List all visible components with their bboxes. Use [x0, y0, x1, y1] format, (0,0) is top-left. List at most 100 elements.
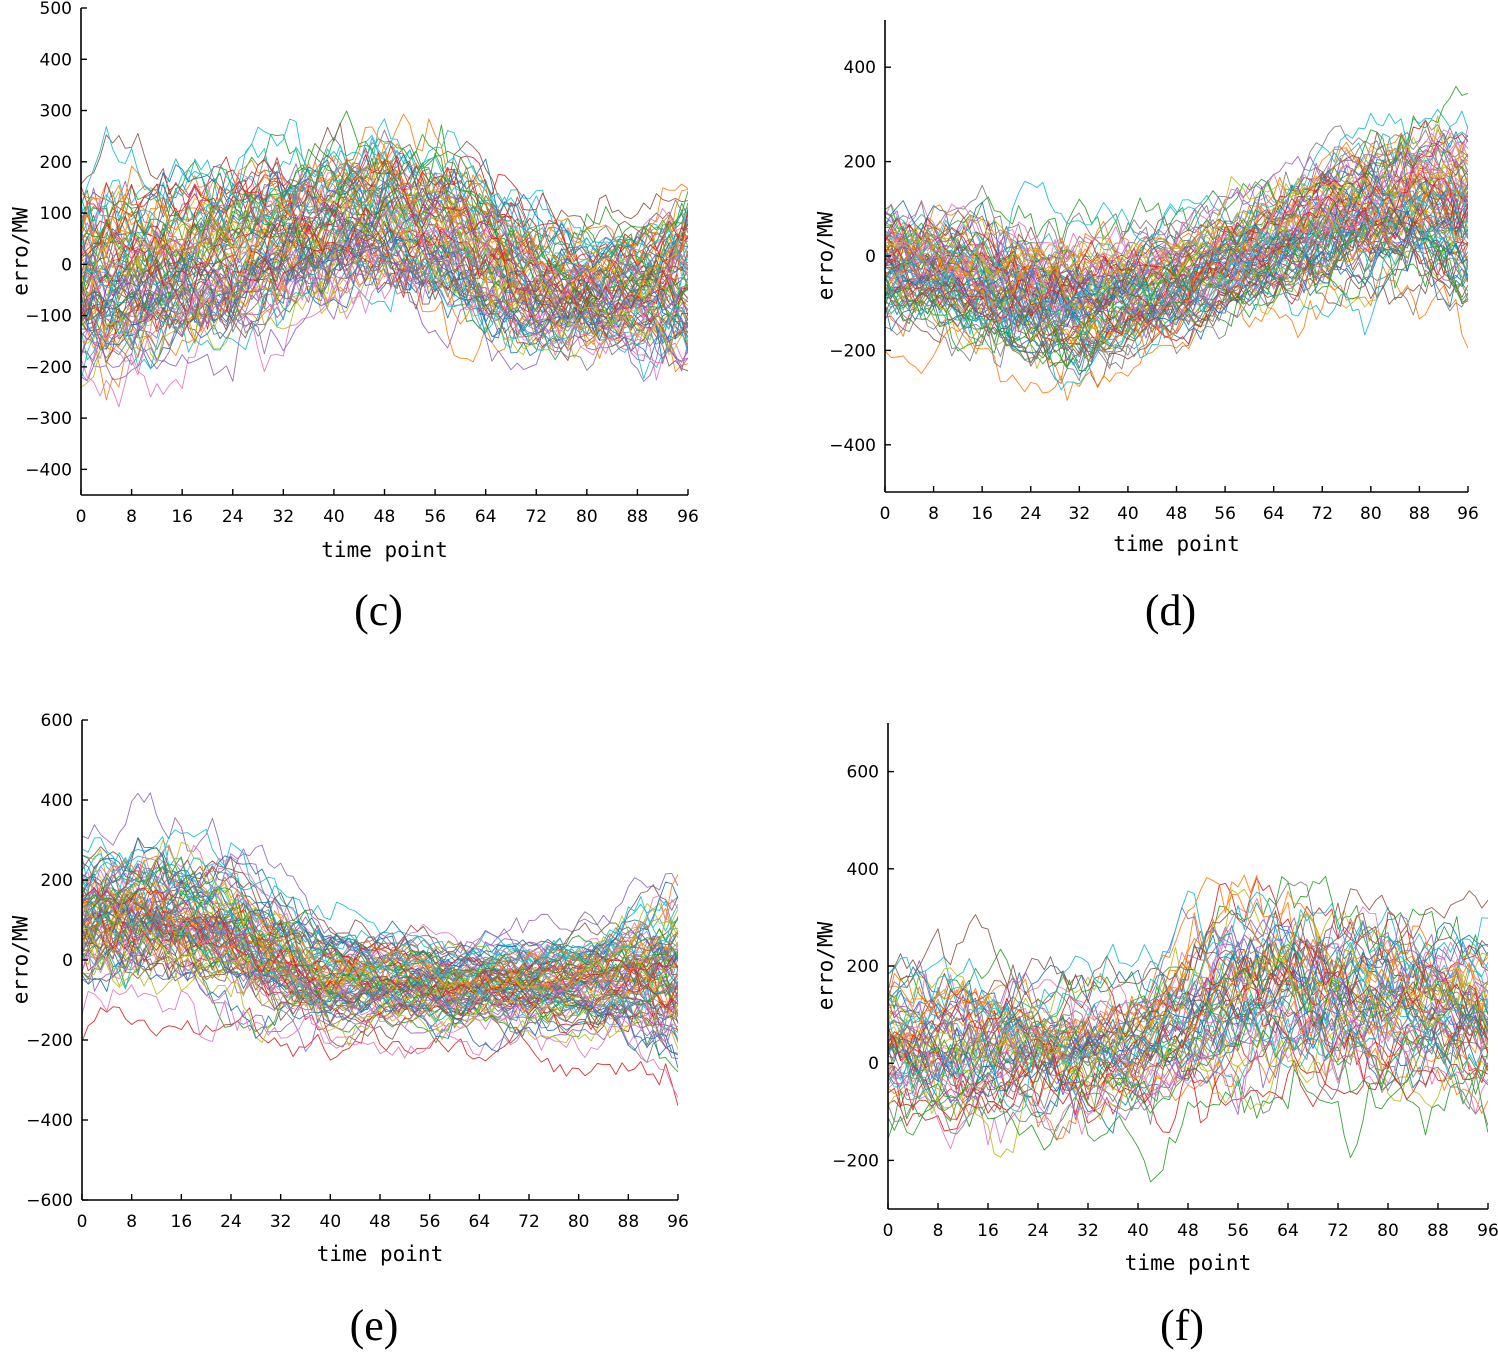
y-tick-label: 200: [40, 153, 72, 173]
series-line: [885, 170, 1468, 297]
series-line: [81, 157, 688, 341]
x-tick-label: 96: [677, 507, 699, 527]
series-group: [82, 792, 678, 1107]
x-tick-label: 40: [1117, 504, 1139, 524]
series-line: [82, 852, 678, 983]
series-line: [888, 1036, 1488, 1158]
series-line: [885, 265, 1468, 401]
series-line: [885, 153, 1468, 323]
x-tick-label: 24: [1020, 504, 1042, 524]
x-tick-label: 96: [1457, 504, 1479, 524]
series-line: [885, 148, 1468, 314]
x-tick-label: 88: [627, 507, 649, 527]
series-line: [81, 194, 688, 302]
y-tick-label: 400: [844, 58, 876, 78]
x-tick-label: 0: [77, 1212, 88, 1232]
panel-label: (f): [1160, 1301, 1204, 1350]
series-line: [82, 855, 678, 989]
series-line: [885, 224, 1468, 382]
series-line: [81, 252, 688, 370]
series-line: [81, 187, 688, 322]
y-tick-label: −400: [25, 460, 72, 480]
series-line: [81, 236, 688, 337]
x-tick-label: 48: [1166, 504, 1188, 524]
series-group: [81, 110, 688, 408]
y-tick-label: −400: [829, 436, 876, 456]
series-line: [82, 914, 678, 1022]
series-line: [888, 939, 1488, 1114]
series-line: [885, 174, 1468, 335]
series-line: [82, 792, 678, 954]
series-line: [81, 242, 688, 381]
x-tick-label: 32: [273, 507, 295, 527]
series-line: [888, 961, 1488, 1101]
x-tick-label: 96: [667, 1212, 689, 1232]
x-tick-label: 56: [424, 507, 446, 527]
x-tick-label: 64: [475, 507, 497, 527]
x-tick-label: 64: [1277, 1221, 1299, 1241]
series-line: [81, 113, 688, 276]
series-line: [885, 133, 1468, 317]
series-line: [82, 878, 678, 1000]
series-line: [81, 232, 688, 336]
series-line: [82, 840, 678, 995]
y-tick-label: 400: [847, 860, 879, 880]
y-tick-label: 400: [41, 791, 73, 811]
series-line: [885, 178, 1468, 275]
series-line: [81, 130, 688, 289]
series-line: [82, 907, 678, 1036]
y-tick-label: 0: [62, 951, 73, 971]
series-line: [81, 187, 688, 294]
panel-label: (c): [354, 586, 403, 635]
x-tick-label: 56: [1227, 1221, 1249, 1241]
x-tick-label: 40: [320, 1212, 342, 1232]
y-tick-label: 600: [847, 763, 879, 783]
series-line: [81, 175, 688, 325]
x-tick-label: 0: [883, 1221, 894, 1241]
x-tick-label: 32: [270, 1212, 292, 1232]
y-axis-label: erro/MW: [8, 207, 32, 296]
series-line: [82, 938, 678, 1044]
series-line: [888, 924, 1488, 1056]
series-line: [888, 1068, 1488, 1183]
series-line: [81, 162, 688, 284]
series-line: [888, 881, 1488, 1049]
x-tick-label: 32: [1077, 1221, 1099, 1241]
series-line: [888, 973, 1488, 1104]
x-tick-label: 16: [971, 504, 993, 524]
x-tick-label: 48: [1177, 1221, 1199, 1241]
y-tick-label: −100: [25, 307, 72, 327]
x-axis-label: time point: [317, 1242, 443, 1266]
series-line: [82, 878, 678, 992]
series-line: [888, 920, 1488, 1121]
x-tick-label: 8: [126, 1212, 137, 1232]
series-line: [888, 901, 1488, 1047]
chart-panel-e: 0 8 16 24 32 40 48 56 64 72 80 88 96 −600 −400 −200 0 200…: [8, 711, 688, 1350]
panel-label: (e): [350, 1301, 399, 1350]
x-tick-label: 64: [469, 1212, 491, 1232]
series-line: [82, 915, 678, 1041]
series-line: [888, 897, 1488, 1056]
series-line: [888, 893, 1488, 1066]
series-line: [888, 944, 1488, 1074]
x-tick-label: 72: [525, 507, 547, 527]
x-tick-label: 16: [977, 1221, 999, 1241]
series-line: [888, 913, 1488, 1103]
series-line: [81, 264, 688, 401]
series-line: [82, 901, 678, 1001]
y-tick-label: 400: [40, 50, 72, 70]
series-line: [885, 186, 1468, 348]
series-line: [81, 118, 688, 269]
x-tick-label: 48: [374, 507, 396, 527]
y-tick-label: 0: [61, 255, 72, 275]
x-tick-label: 96: [1477, 1221, 1498, 1241]
y-tick-label: 200: [844, 153, 876, 173]
y-tick-label: −200: [25, 358, 72, 378]
series-line: [885, 146, 1468, 288]
y-tick-label: 0: [868, 1054, 879, 1074]
series-line: [82, 888, 678, 995]
series-line: [82, 836, 678, 980]
x-tick-label: 88: [1427, 1221, 1449, 1241]
x-tick-label: 8: [933, 1221, 944, 1241]
x-tick-label: 8: [928, 504, 939, 524]
